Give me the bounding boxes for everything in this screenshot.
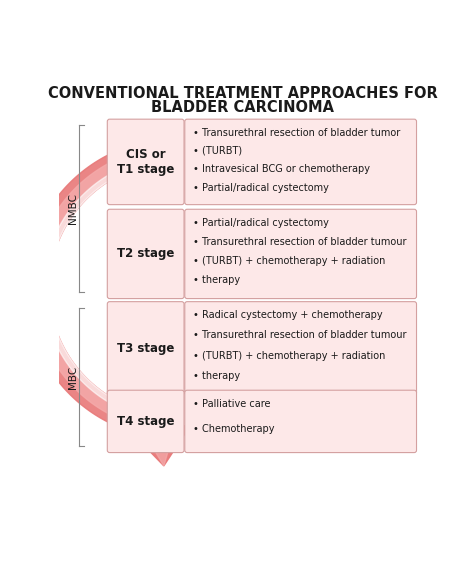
- Polygon shape: [125, 426, 190, 466]
- FancyBboxPatch shape: [107, 390, 184, 453]
- FancyBboxPatch shape: [185, 209, 417, 298]
- Text: T2 stage: T2 stage: [117, 248, 174, 260]
- Polygon shape: [26, 139, 170, 437]
- Text: • Partial/radical cystectomy: • Partial/radical cystectomy: [193, 183, 329, 192]
- Text: • Palliative care: • Palliative care: [193, 399, 271, 409]
- Polygon shape: [34, 146, 170, 430]
- FancyBboxPatch shape: [107, 119, 184, 204]
- Text: CONVENTIONAL TREATMENT APPROACHES FOR: CONVENTIONAL TREATMENT APPROACHES FOR: [48, 86, 438, 101]
- Text: • Transurethral resection of bladder tumour: • Transurethral resection of bladder tum…: [193, 237, 407, 247]
- Text: • Chemotherapy: • Chemotherapy: [193, 424, 275, 434]
- Text: T3 stage: T3 stage: [117, 342, 174, 355]
- Text: • therapy: • therapy: [193, 275, 240, 286]
- Text: T4 stage: T4 stage: [117, 415, 174, 428]
- Text: • Partial/radical cystectomy: • Partial/radical cystectomy: [193, 218, 329, 228]
- Text: • Transurethral resection of bladder tumor: • Transurethral resection of bladder tum…: [193, 128, 401, 138]
- Text: CIS or
T1 stage: CIS or T1 stage: [117, 148, 174, 176]
- FancyBboxPatch shape: [107, 302, 184, 395]
- FancyBboxPatch shape: [185, 390, 417, 453]
- Polygon shape: [140, 426, 175, 466]
- Text: • Radical cystectomy + chemotherapy: • Radical cystectomy + chemotherapy: [193, 310, 383, 320]
- Text: • Transurethral resection of bladder tumour: • Transurethral resection of bladder tum…: [193, 331, 407, 340]
- Text: • (TURBT): • (TURBT): [193, 146, 242, 156]
- Text: BLADDER CARCINOMA: BLADDER CARCINOMA: [151, 100, 335, 115]
- Text: MBC: MBC: [68, 366, 78, 389]
- Polygon shape: [44, 156, 170, 420]
- Text: • (TURBT) + chemotherapy + radiation: • (TURBT) + chemotherapy + radiation: [193, 256, 386, 266]
- FancyBboxPatch shape: [185, 302, 417, 395]
- FancyBboxPatch shape: [185, 119, 417, 204]
- Text: • therapy: • therapy: [193, 371, 240, 381]
- Text: • Intravesical BCG or chemotherapy: • Intravesical BCG or chemotherapy: [193, 164, 370, 174]
- Text: • (TURBT) + chemotherapy + radiation: • (TURBT) + chemotherapy + radiation: [193, 351, 386, 361]
- FancyBboxPatch shape: [107, 209, 184, 298]
- Text: NMBC: NMBC: [68, 194, 78, 225]
